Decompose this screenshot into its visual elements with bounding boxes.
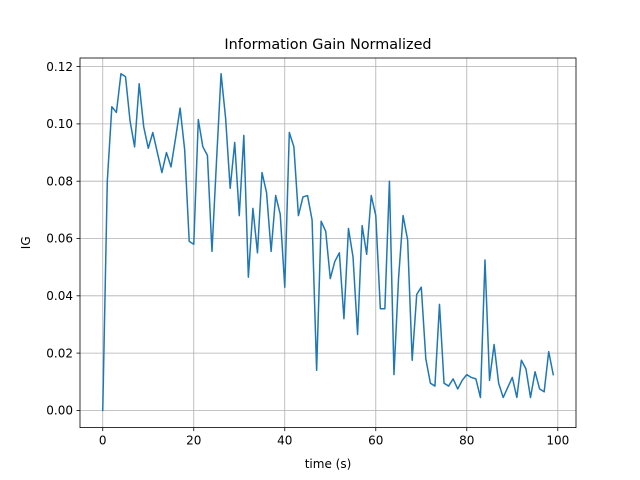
- x-tick-label: 100: [546, 434, 569, 448]
- y-tick-label: 0.00: [46, 404, 73, 418]
- y-axis-title: IG: [19, 236, 33, 249]
- y-tick-label: 0.08: [46, 174, 73, 188]
- x-tick-label: 40: [277, 434, 292, 448]
- plot-area-frame: [79, 57, 577, 429]
- x-tick-label: 0: [99, 434, 107, 448]
- chart-title: Information Gain Normalized: [224, 37, 431, 53]
- y-tick-label: 0.10: [46, 117, 73, 131]
- axis-ticks: 0 20 40 60 80 100 0.00 0.02 0.04 0.06 0.08 0.10 0.12: [46, 60, 569, 448]
- y-tick-label: 0.12: [46, 60, 73, 74]
- x-tick-label: 20: [186, 434, 201, 448]
- series-line-0: [101, 73, 555, 412]
- x-tick-label: 80: [459, 434, 474, 448]
- y-tick-label: 0.06: [46, 232, 73, 246]
- y-tick-label: 0.04: [46, 289, 73, 303]
- x-axis-title: time (s): [305, 457, 352, 471]
- y-tick-label: 0.02: [46, 346, 73, 360]
- x-tick-label: 60: [368, 434, 383, 448]
- series-layer: [101, 73, 555, 412]
